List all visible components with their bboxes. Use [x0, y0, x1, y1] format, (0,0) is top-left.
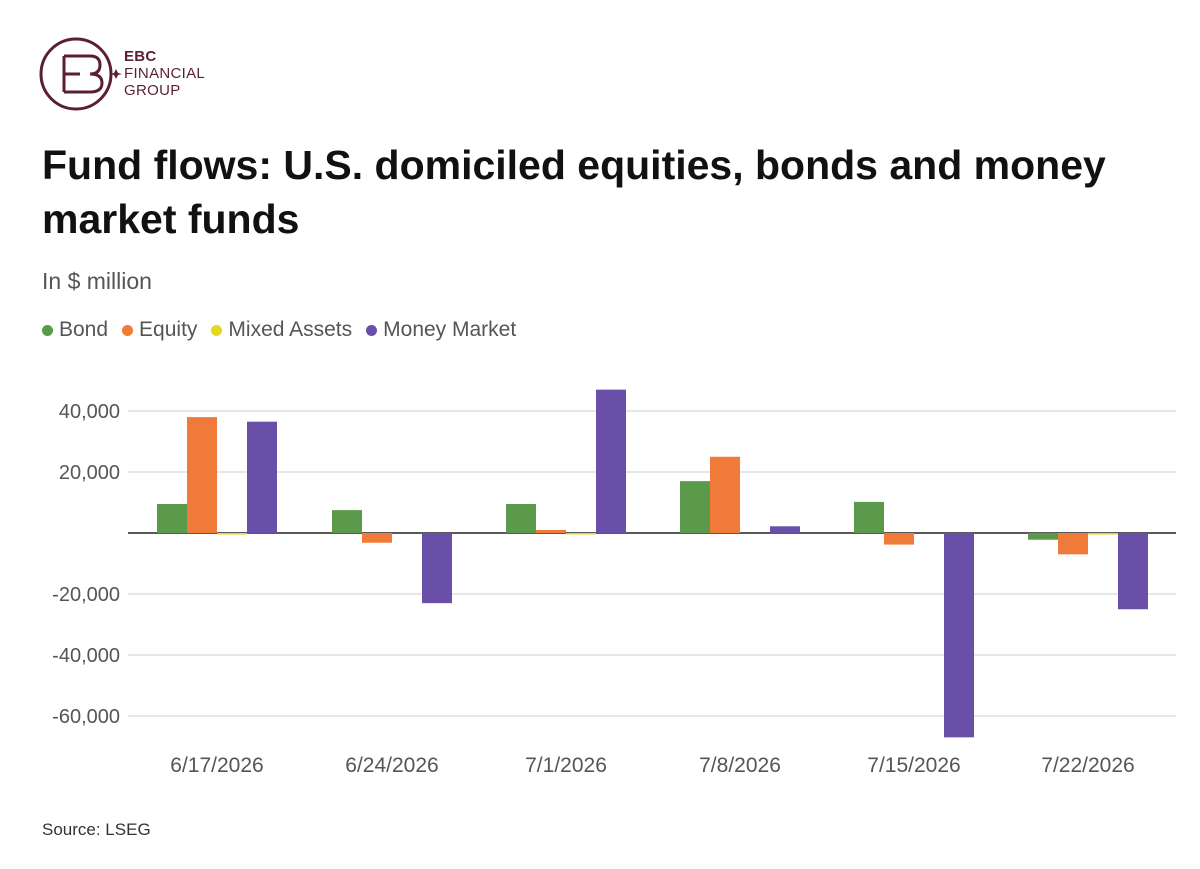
bar-money-market-4	[944, 533, 974, 738]
chart-title: Fund flows: U.S. domiciled equities, bon…	[42, 142, 1106, 242]
y-tick-label: 20,000	[59, 462, 120, 484]
bar-equity-2	[536, 529, 566, 533]
bar-bond-3	[680, 481, 710, 533]
bar-bond-4	[854, 501, 884, 533]
legend-swatch	[366, 324, 378, 336]
brand-line-1: EBC	[124, 48, 157, 65]
y-tick-label: -20,000	[52, 584, 120, 606]
y-tick-label: 40,000	[59, 401, 120, 423]
bar-money-market-0	[247, 421, 277, 533]
bar-mixed-assets-5	[1088, 533, 1118, 535]
bar-bond-2	[506, 504, 536, 533]
x-tick-label: 7/8/2026	[699, 754, 781, 777]
x-tick-label: 7/22/2026	[1041, 754, 1134, 777]
y-tick-label: -60,000	[52, 706, 120, 728]
legend-swatch	[122, 324, 134, 336]
brand-line-2: FINANCIAL	[124, 65, 206, 82]
bar-bond-5	[1028, 533, 1058, 540]
bar-money-market-2	[596, 389, 626, 533]
bar-equity-5	[1058, 533, 1088, 555]
source-note: Source: LSEG	[42, 820, 151, 839]
bar-mixed-assets-2	[566, 533, 596, 535]
legend-item-money-market: Money Market	[366, 318, 516, 342]
legend-item-equity: Equity	[122, 318, 197, 342]
chart-subtitle: In $ million	[42, 268, 152, 294]
bar-equity-4	[884, 533, 914, 545]
bar-money-market-3	[770, 526, 800, 533]
brand-line-3: GROUP	[124, 82, 181, 99]
bar-bond-1	[332, 510, 362, 533]
bar-equity-1	[362, 533, 392, 543]
bar-money-market-1	[422, 533, 452, 604]
legend-item-bond: Bond	[42, 318, 108, 342]
chart-legend: Bond Equity Mixed Assets Money Market	[42, 318, 516, 342]
legend-label: Money Market	[383, 318, 517, 341]
legend-label: Equity	[139, 318, 198, 341]
x-tick-label: 7/1/2026	[525, 754, 607, 777]
bar-money-market-5	[1118, 533, 1148, 610]
brand-logo: EBC FINANCIAL GROUP	[38, 36, 278, 112]
legend-item-mixed-assets: Mixed Assets	[211, 318, 352, 342]
bar-bond-0	[157, 504, 187, 533]
y-tick-label: -40,000	[52, 645, 120, 667]
bar-equity-0	[187, 417, 217, 533]
x-tick-label: 6/17/2026	[170, 754, 263, 777]
legend-label: Mixed Assets	[228, 318, 353, 341]
ebc-logo-icon	[39, 37, 122, 111]
bar-chart: 40,000 20,000 -20,000 -40,000 -60,000 6/17/20…	[52, 389, 1176, 777]
x-tick-label: 6/24/2026	[345, 754, 438, 777]
brand-wordmark: EBC FINANCIAL GROUP	[124, 48, 205, 99]
x-tick-label: 7/15/2026	[867, 754, 960, 777]
legend-label: Bond	[59, 318, 109, 341]
legend-swatch	[42, 324, 53, 336]
bar-mixed-assets-0	[217, 533, 247, 535]
bar-equity-3	[710, 456, 740, 533]
legend-swatch	[211, 324, 223, 336]
